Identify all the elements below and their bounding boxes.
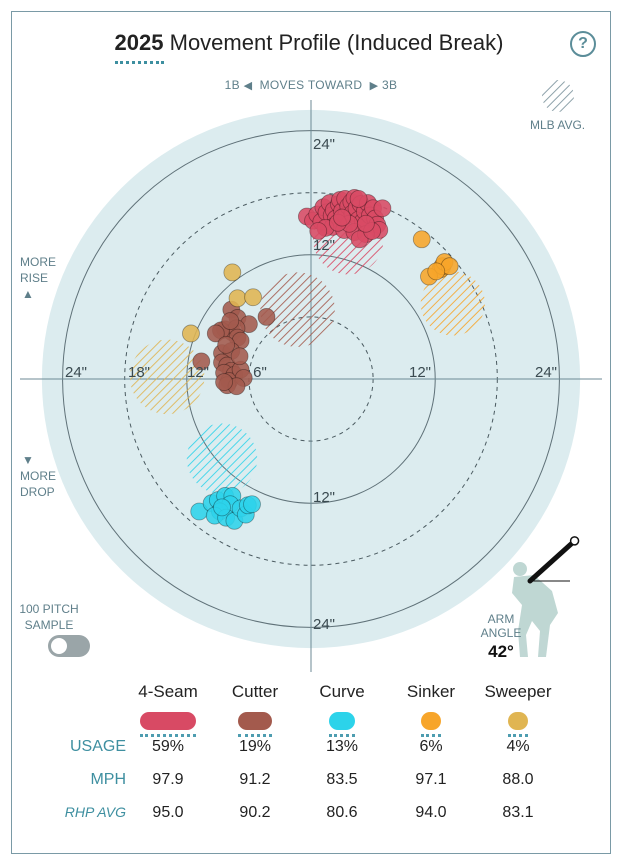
sample-label: 100 PITCH SAMPLE — [19, 602, 79, 632]
pitch-point-cutter — [221, 312, 240, 330]
legend-swatch — [140, 712, 196, 730]
rhp-avg-row-label: RHP AVG — [64, 804, 126, 820]
mlb-avg-swatch-icon — [542, 80, 574, 112]
right-arrow-icon: ▶ — [369, 80, 379, 92]
legend-cutter[interactable]: Cutter — [210, 682, 300, 737]
direction-indicator: 1B ◀ MOVES TOWARD ▶ 3B — [0, 78, 618, 92]
pitch-point-cutter — [215, 373, 233, 392]
title-text: Movement Profile (Induced Break) — [169, 30, 504, 55]
pitch-point-cutter — [192, 352, 211, 371]
mlb-avg-region-curve — [186, 423, 258, 494]
pitch-point-4-seam — [309, 222, 328, 240]
pitch-point-sweeper — [244, 288, 262, 307]
pitch-point-cutter — [217, 335, 236, 354]
mph-sweeper: 88.0 — [502, 771, 534, 788]
mph-curve: 83.5 — [326, 771, 358, 788]
legend-name: Sinker — [406, 682, 456, 701]
usage-4seam: 59% — [151, 738, 185, 755]
pitch-point-sweeper — [182, 324, 200, 343]
legend-name: Curve — [319, 682, 365, 701]
arm-angle-value: 42° — [488, 642, 514, 661]
legend-4seam[interactable]: 4-Seam — [123, 682, 213, 737]
pitch-point-cutter — [257, 307, 276, 326]
legend-sweeper[interactable]: Sweeper — [473, 682, 563, 737]
pitch-point-sinker — [427, 262, 446, 281]
ring-label-right-24: 24" — [535, 364, 557, 381]
third-base-label: 3B — [382, 78, 398, 92]
up-triangle-icon: ▲ — [22, 287, 34, 301]
ring-label-bottom-12: 12" — [313, 489, 335, 506]
pitch-point-4-seam — [333, 208, 351, 227]
usage-cutter: 19% — [238, 738, 272, 755]
legend-swatch — [421, 712, 441, 730]
mlb-avg-label: MLB AVG. — [530, 118, 586, 132]
pitch-point-4-seam — [356, 214, 375, 233]
legend-underline — [140, 734, 196, 737]
pitch-point-4-seam — [349, 190, 368, 208]
pitch-point-curve — [243, 495, 261, 514]
pitch-point-4-seam — [373, 199, 392, 218]
toggle-knob — [51, 638, 67, 654]
mph-4seam: 97.9 — [152, 771, 184, 788]
ring-label-left-18: 18" — [128, 364, 150, 381]
usage-curve: 13% — [325, 738, 359, 755]
rhp-avg-4seam: 95.0 — [152, 804, 184, 821]
rhp-avg-cutter: 90.2 — [239, 804, 271, 821]
mlb-avg-region-sinker — [420, 271, 485, 336]
legend-swatch — [508, 712, 528, 730]
legend-underline — [329, 734, 355, 737]
down-triangle-icon: ▼ — [22, 453, 34, 467]
more-drop-label: ▼ MORE DROP — [20, 453, 56, 499]
legend-underline — [421, 734, 441, 737]
legend-curve[interactable]: Curve — [297, 682, 387, 737]
usage-sinker: 6% — [419, 738, 443, 755]
chart-title: 2025 Movement Profile (Induced Break) — [0, 30, 618, 64]
ring-label-right-12: 12" — [409, 364, 431, 381]
year-selector[interactable]: 2025 — [114, 30, 164, 64]
legend-underline — [238, 734, 272, 737]
help-button[interactable]: ? — [570, 31, 596, 57]
pitch-point-4-seam — [350, 230, 369, 249]
rhp-avg-sinker: 94.0 — [415, 804, 447, 821]
usage-sweeper: 4% — [506, 738, 530, 755]
legend-swatch — [329, 712, 355, 730]
usage-row-label: USAGE — [69, 738, 126, 755]
ring-label-left-12: 12" — [187, 364, 209, 381]
rhp-avg-sweeper: 83.1 — [502, 804, 534, 821]
mph-row-label: MPH — [90, 771, 126, 788]
ring-label-left-24: 24" — [65, 364, 87, 381]
legend-name: Sweeper — [484, 682, 552, 701]
rhp-avg-curve: 80.6 — [326, 804, 358, 821]
pitch-point-cutter — [206, 324, 225, 343]
mlb-avg-region-cutter — [260, 272, 335, 347]
pitch-point-sweeper — [228, 289, 247, 308]
legend-underline — [508, 734, 528, 737]
sample-toggle[interactable] — [48, 635, 90, 657]
more-rise-label: MORE RISE ▲ — [20, 255, 56, 301]
legend-name: Cutter — [231, 682, 279, 701]
ring-label-left-6: 6" — [253, 364, 267, 381]
legend-sinker[interactable]: Sinker — [386, 682, 476, 737]
pitch-point-curve — [213, 498, 231, 517]
pitch-point-cutter — [230, 347, 249, 366]
ring-label-top-12: 12" — [313, 237, 335, 254]
pitcher-silhouette-icon — [512, 536, 580, 657]
mlb-avg-region-sweeper — [129, 339, 205, 415]
pitch-point-sweeper — [223, 263, 242, 282]
legend-name: 4-Seam — [138, 682, 198, 701]
first-base-label: 1B — [224, 78, 240, 92]
legend-swatch — [238, 712, 272, 730]
mph-cutter: 91.2 — [239, 771, 271, 788]
left-arrow-icon: ◀ — [243, 80, 253, 92]
ring-label-bottom-24: 24" — [313, 616, 335, 633]
ring-label-top-24: 24" — [313, 136, 335, 153]
arm-angle-label: ARM ANGLE — [480, 612, 522, 640]
mph-sinker: 97.1 — [415, 771, 447, 788]
pitch-point-sinker — [412, 230, 431, 249]
moves-toward-label: MOVES TOWARD — [259, 78, 363, 92]
